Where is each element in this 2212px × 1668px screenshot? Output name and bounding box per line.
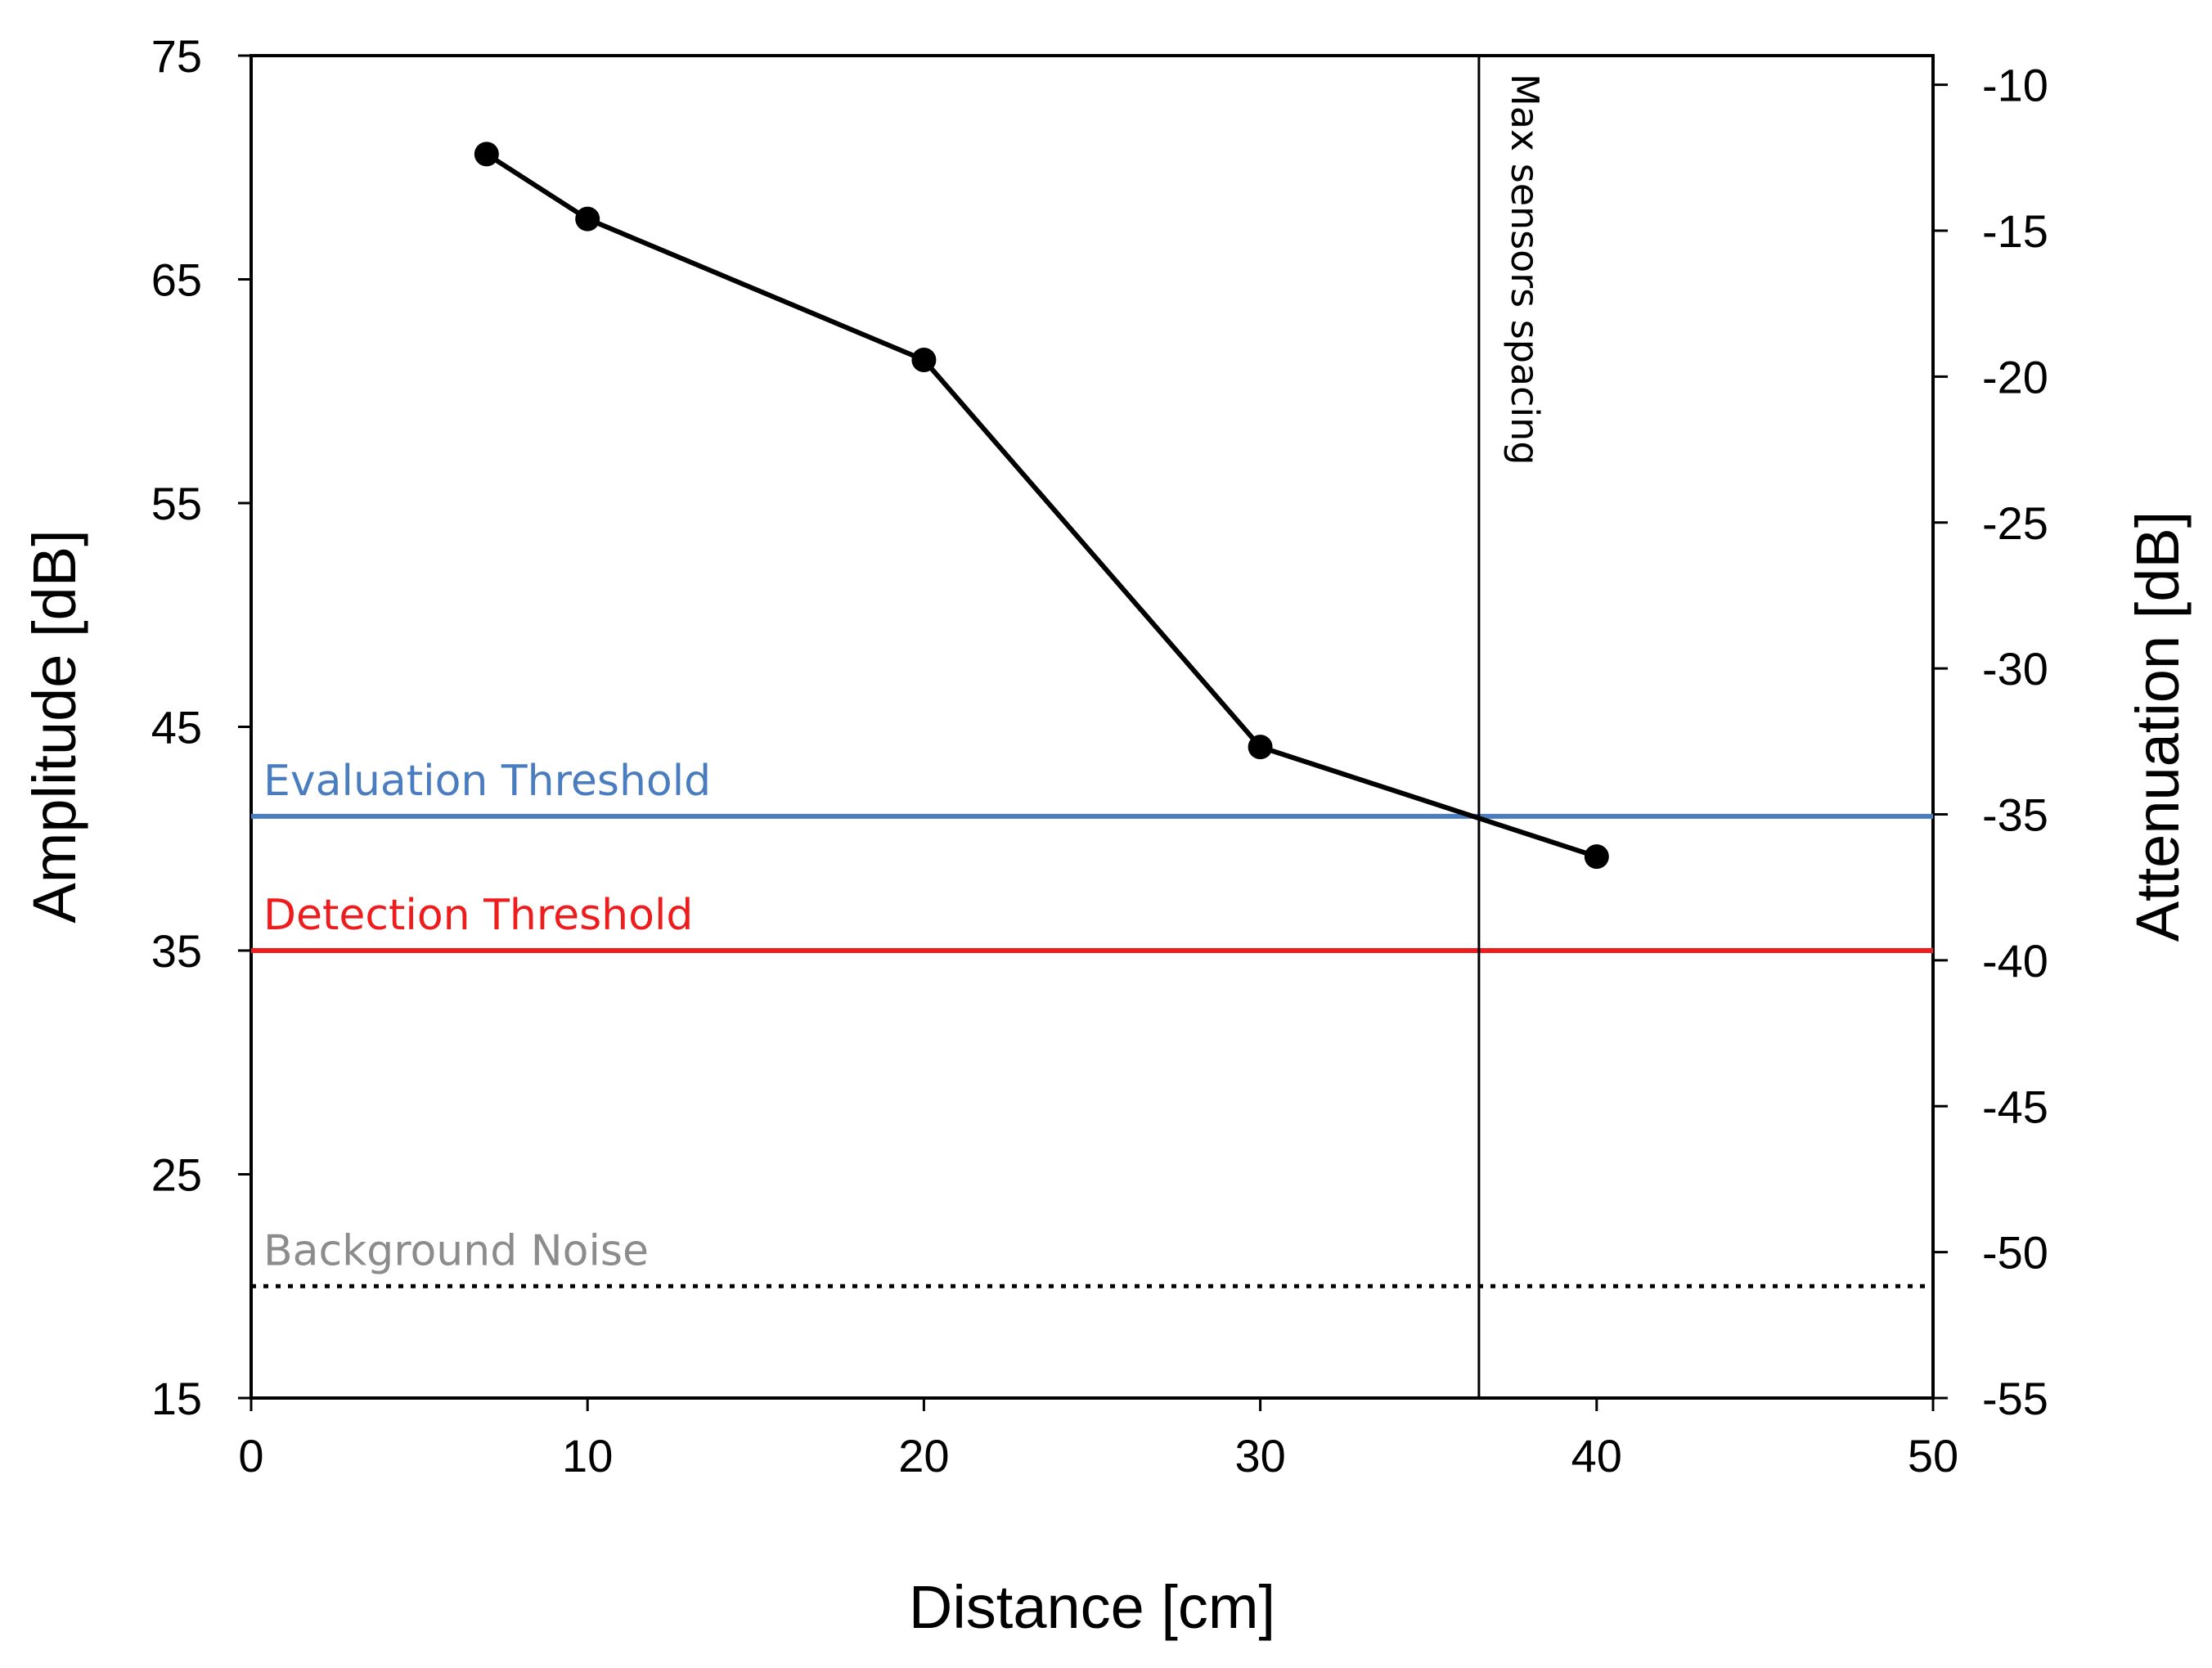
- y2-tick-label: -15: [1982, 205, 2048, 257]
- evaluation-threshold-label: Evaluation Threshold: [263, 757, 711, 806]
- y2-tick-label: -50: [1982, 1227, 2048, 1279]
- y-tick-label: 55: [151, 478, 202, 529]
- y2-tick-label: -55: [1982, 1373, 2048, 1424]
- data-point: [474, 142, 499, 167]
- max-sensors-spacing-label: Max sensors spacing: [1503, 74, 1547, 465]
- x-tick-label: 20: [898, 1430, 949, 1481]
- y2-tick-label: -30: [1982, 643, 2048, 695]
- y2-tick-label: -40: [1982, 935, 2048, 987]
- y-tick-label: 65: [151, 254, 202, 306]
- data-point: [575, 206, 600, 232]
- y2-tick-label: -25: [1982, 497, 2048, 549]
- y-tick-label: 25: [151, 1149, 202, 1201]
- x-tick-label: 40: [1571, 1430, 1622, 1481]
- y2-tick-label: -20: [1982, 351, 2048, 402]
- x-tick-label: 30: [1234, 1430, 1285, 1481]
- plot-area: [250, 54, 1935, 1400]
- x-tick-label: 10: [562, 1430, 613, 1481]
- y-tick-label: 75: [151, 30, 202, 82]
- y-tick-label: 15: [151, 1373, 202, 1424]
- y-tick-label: 35: [151, 925, 202, 977]
- y-tick-label: 45: [151, 702, 202, 753]
- x-tick-label: 50: [1908, 1430, 1958, 1481]
- axis-ticks: [238, 54, 1948, 1411]
- background-noise-label: Background Noise: [263, 1226, 649, 1275]
- reference-lines: Evaluation Threshold Detection Threshold B…: [251, 56, 1933, 1398]
- y2-tick-label: -10: [1982, 60, 2048, 111]
- y-axis-title: Amplitude [dB]: [20, 529, 88, 923]
- y2-tick-label: -35: [1982, 789, 2048, 841]
- data-series: [474, 142, 1609, 870]
- data-point: [911, 347, 937, 372]
- x-axis-title: Distance [cm]: [909, 1573, 1275, 1641]
- tick-labels: 0 10 20 30 40 50 15 25 35 45 55 65 75 -55 -50 -45 -40 -35…: [151, 30, 2048, 1481]
- data-point: [1584, 844, 1609, 870]
- detection-threshold-label: Detection Threshold: [263, 891, 693, 940]
- y2-tick-label: -45: [1982, 1081, 2048, 1132]
- y2-axis-title: Attenuation [dB]: [2124, 511, 2192, 942]
- x-tick-label: 0: [238, 1430, 263, 1481]
- data-point: [1248, 735, 1273, 760]
